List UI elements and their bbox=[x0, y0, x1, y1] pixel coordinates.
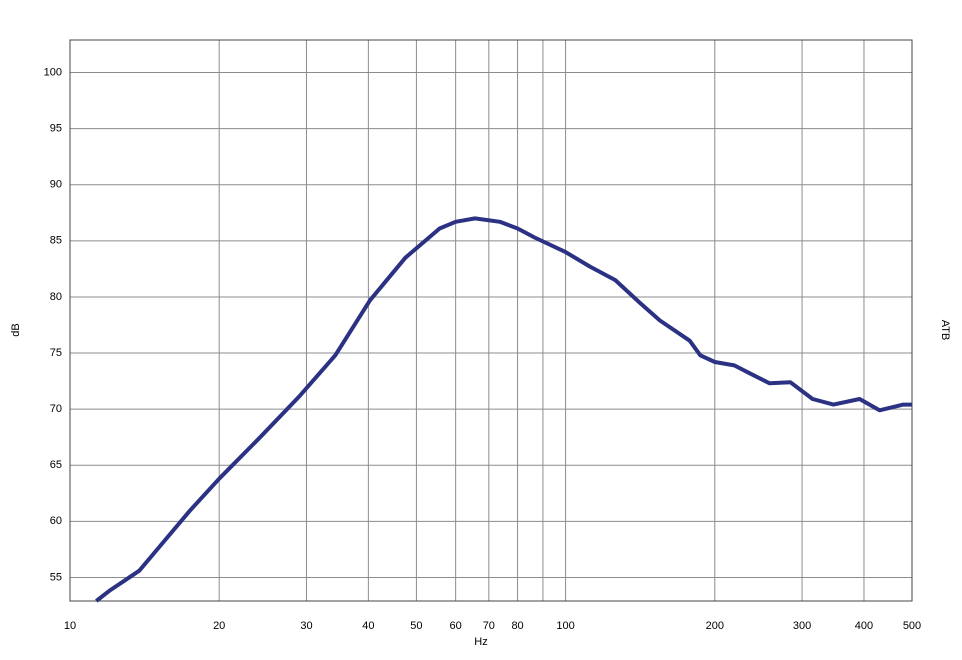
y-tick-label: 65 bbox=[50, 459, 62, 471]
y-tick-label: 55 bbox=[50, 571, 62, 583]
x-tick-label: 200 bbox=[706, 620, 724, 632]
y-tick-label: 60 bbox=[50, 515, 62, 527]
x-tick-label: 70 bbox=[483, 620, 495, 632]
y-axis-label: dB bbox=[10, 323, 22, 336]
x-axis-label: Hz bbox=[474, 636, 487, 648]
data-line bbox=[95, 216, 912, 603]
x-tick-label: 300 bbox=[793, 620, 811, 632]
y-tick-label: 70 bbox=[50, 403, 62, 415]
y-tick-label: 95 bbox=[50, 123, 62, 135]
y-tick-label: 90 bbox=[50, 179, 62, 191]
y-tick-label: 80 bbox=[50, 291, 62, 303]
x-tick-label: 30 bbox=[300, 620, 312, 632]
x-tick-label: 100 bbox=[556, 620, 574, 632]
y-tick-label: 75 bbox=[50, 347, 62, 359]
x-tick-label: 400 bbox=[855, 620, 873, 632]
plot-border bbox=[69, 39, 913, 602]
x-tick-label: 50 bbox=[410, 620, 422, 632]
y2-axis-label: ATB bbox=[939, 320, 951, 341]
x-tick-label: 60 bbox=[450, 620, 462, 632]
y-tick-label: 100 bbox=[44, 66, 62, 78]
y-tick-label: 85 bbox=[50, 235, 62, 247]
x-tick-label: 500 bbox=[903, 620, 921, 632]
x-tick-label: 80 bbox=[511, 620, 523, 632]
x-tick-label: 40 bbox=[362, 620, 374, 632]
plot-area bbox=[70, 40, 912, 601]
x-tick-label: 20 bbox=[213, 620, 225, 632]
x-tick-label: 10 bbox=[64, 620, 76, 632]
